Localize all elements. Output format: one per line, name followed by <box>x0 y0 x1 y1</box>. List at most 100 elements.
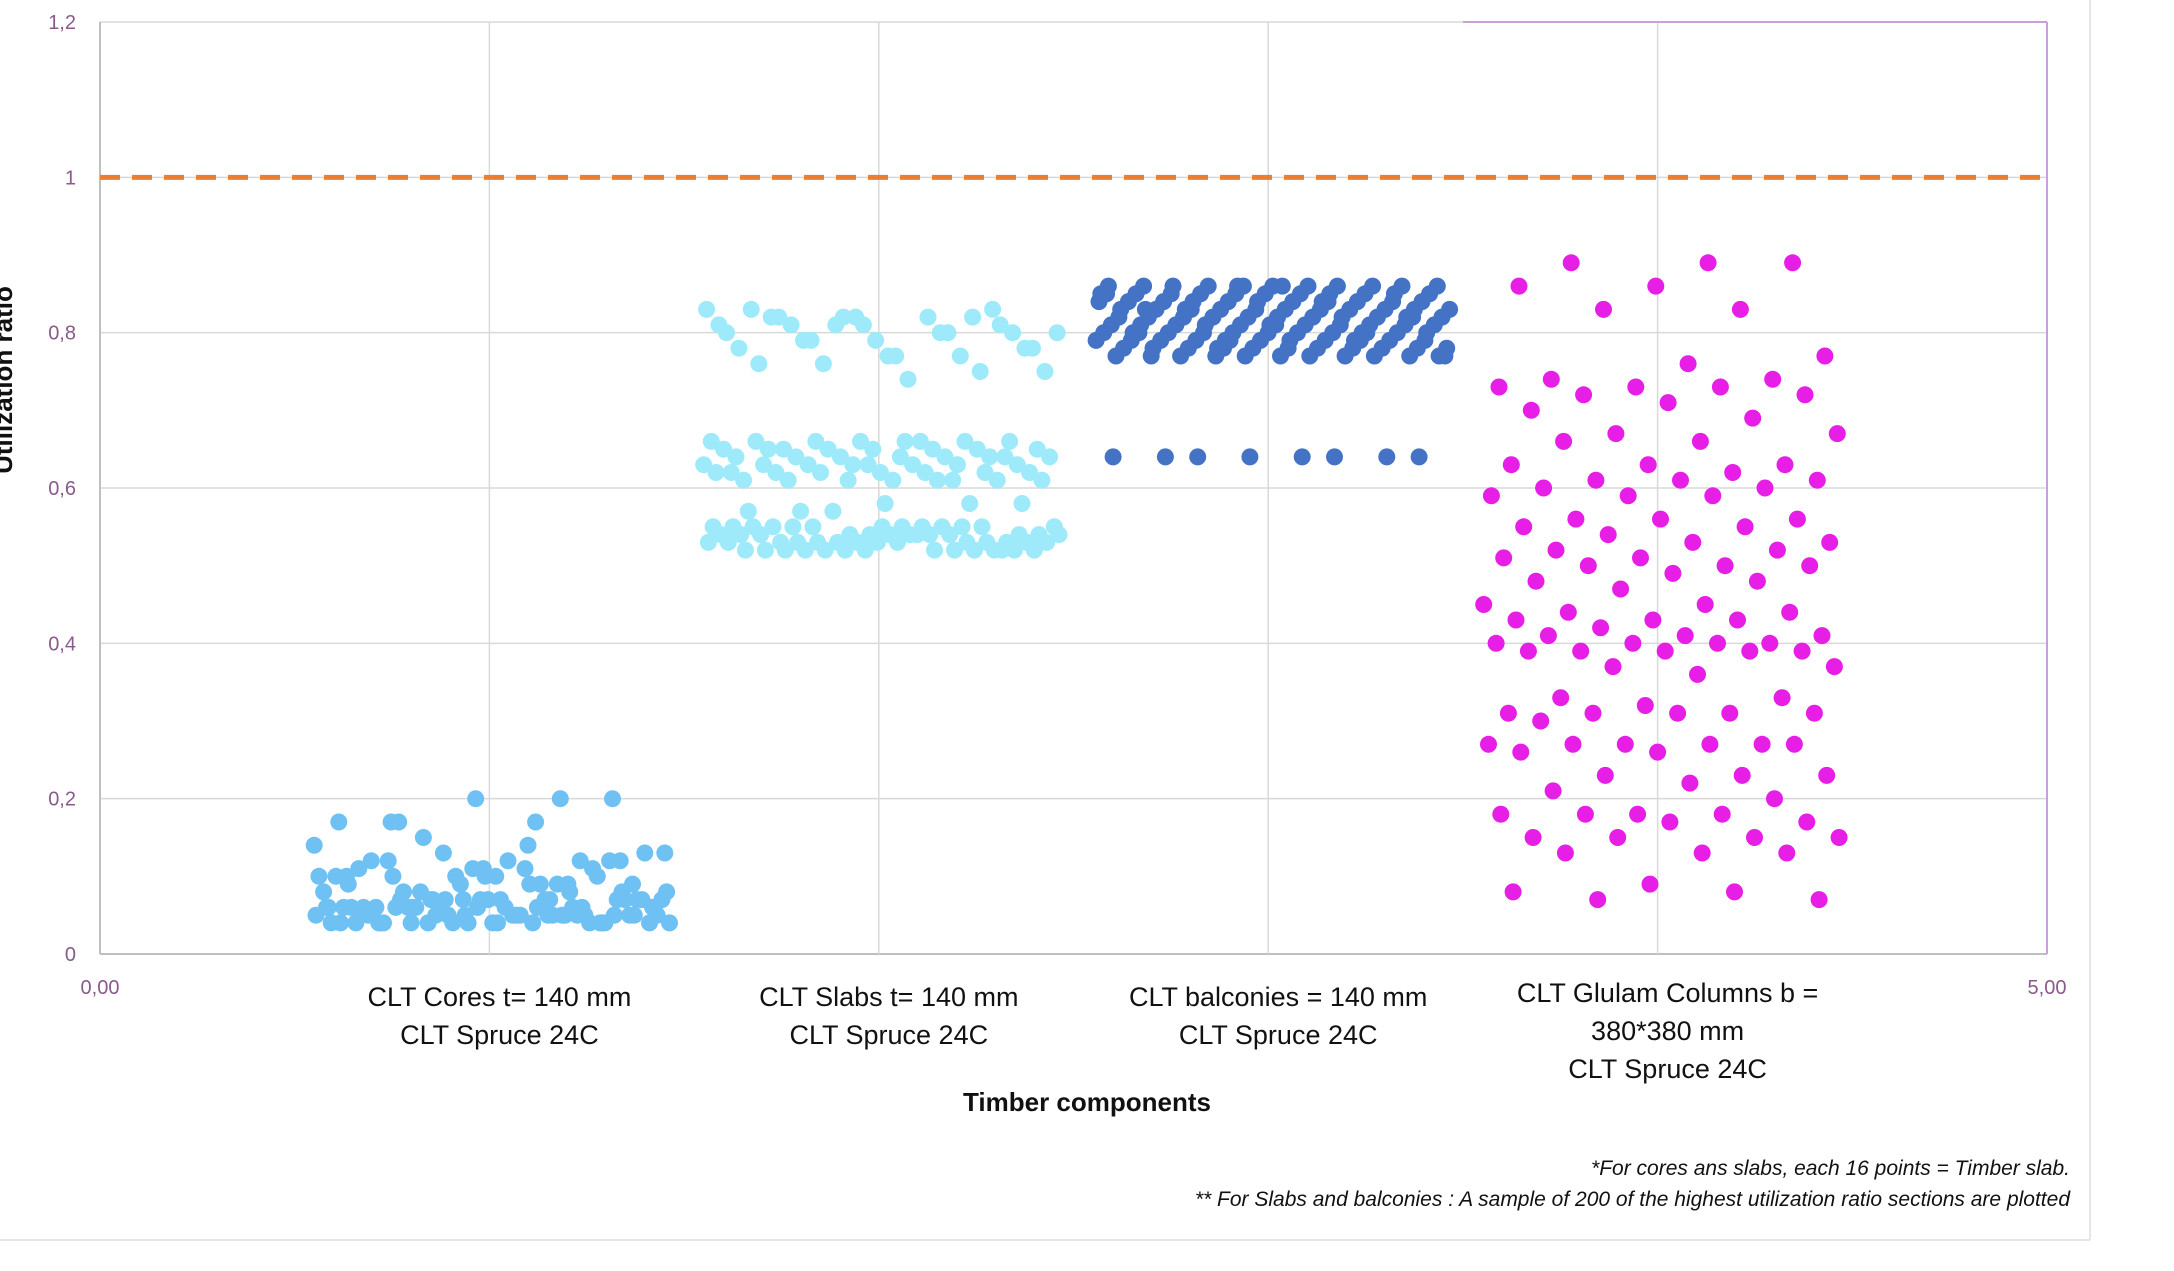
data-point <box>710 316 728 334</box>
data-point <box>434 844 452 862</box>
data-point <box>1030 526 1048 544</box>
data-point <box>1358 324 1376 342</box>
data-point <box>767 464 785 481</box>
data-point <box>402 914 420 932</box>
data-point <box>1196 316 1214 334</box>
data-point <box>1746 829 1763 846</box>
data-point <box>1410 448 1428 466</box>
data-point <box>476 867 494 885</box>
data-point <box>931 324 949 342</box>
data-point <box>730 339 748 357</box>
data-point <box>1636 697 1654 714</box>
data-point <box>1016 339 1034 357</box>
data-point <box>1112 300 1130 318</box>
data-point <box>829 533 847 551</box>
data-point <box>1555 432 1573 450</box>
data-point <box>896 432 914 450</box>
data-point <box>988 471 1006 489</box>
data-point <box>1744 409 1762 427</box>
footnote-2: ** For Slabs and balconies : A sample of… <box>1195 1188 2071 1211</box>
data-point <box>755 456 773 474</box>
data-point <box>1627 378 1645 396</box>
data-point <box>1522 401 1540 419</box>
data-point <box>379 852 397 870</box>
data-point <box>996 448 1014 466</box>
data-point <box>332 914 350 932</box>
data-point <box>812 464 829 481</box>
data-point <box>1773 689 1791 707</box>
y-tick-label: 0,8 <box>48 323 76 345</box>
data-point <box>436 891 454 909</box>
data-point <box>444 914 462 932</box>
data-point <box>1492 805 1510 823</box>
data-point <box>456 906 474 924</box>
data-point <box>1502 456 1520 474</box>
data-point <box>641 914 658 932</box>
category-label: CLT Slabs t= 140 mm <box>759 982 1018 1012</box>
data-point <box>789 533 807 551</box>
data-point <box>911 432 929 450</box>
data-point <box>1036 363 1054 380</box>
data-point <box>1475 596 1493 613</box>
data-point <box>807 432 825 450</box>
data-point <box>944 471 962 489</box>
data-point <box>976 464 994 481</box>
data-point <box>1592 619 1610 637</box>
data-point <box>1629 805 1647 823</box>
data-point <box>1209 339 1227 357</box>
data-point <box>1813 627 1831 645</box>
data-point <box>1684 533 1702 551</box>
data-point <box>1699 254 1717 272</box>
data-point <box>1301 347 1319 365</box>
data-point <box>1499 704 1517 722</box>
data-point <box>519 836 537 854</box>
data-point <box>724 518 742 536</box>
data-point <box>451 875 469 893</box>
data-point <box>1766 790 1783 808</box>
data-point <box>852 432 869 450</box>
data-point <box>524 914 542 932</box>
data-point <box>1825 658 1843 676</box>
data-point <box>924 440 942 458</box>
data-point <box>913 518 931 536</box>
data-point <box>1664 564 1682 582</box>
data-point <box>327 867 345 885</box>
data-point <box>404 898 422 916</box>
data-point <box>645 898 663 916</box>
data-point <box>1644 611 1662 629</box>
data-point <box>573 898 591 916</box>
data-point <box>1487 634 1505 652</box>
category-label: CLT Spruce 24C <box>1179 1020 1378 1050</box>
data-point <box>1326 448 1343 466</box>
data-point <box>352 906 370 924</box>
data-point <box>1796 386 1814 404</box>
data-point <box>633 891 651 909</box>
data-point <box>1048 324 1066 342</box>
data-point <box>1087 331 1105 349</box>
data-point <box>319 898 337 916</box>
data-point <box>1041 448 1059 466</box>
data-point <box>1656 642 1674 660</box>
data-point <box>412 883 429 901</box>
data-point <box>551 790 569 808</box>
data-point <box>779 471 797 489</box>
category-label: CLT Spruce 24C <box>400 1020 599 1050</box>
data-point <box>916 464 934 481</box>
data-point <box>1313 293 1331 311</box>
data-point <box>1679 355 1697 373</box>
data-point <box>847 308 865 326</box>
category-labels: CLT Cores t= 140 mm CLT Spruce 24C CLT Sla… <box>367 978 1818 1084</box>
data-point <box>1547 541 1565 559</box>
data-point <box>384 867 402 885</box>
data-point <box>1567 510 1585 528</box>
data-point <box>1124 324 1142 342</box>
data-point <box>839 471 857 489</box>
data-point <box>1552 689 1570 707</box>
data-point <box>1721 704 1739 722</box>
data-point <box>310 867 328 885</box>
y-tick-label: 0,2 <box>48 789 76 811</box>
data-point <box>742 300 760 318</box>
data-point <box>1156 448 1174 466</box>
data-point <box>307 906 325 924</box>
data-point <box>1818 766 1836 784</box>
